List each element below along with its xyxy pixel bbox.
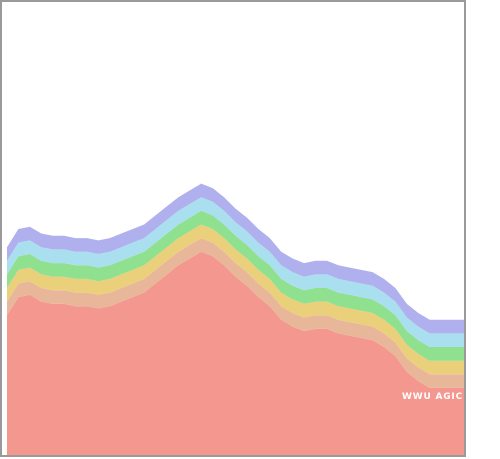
area-layer-2 <box>7 238 464 388</box>
area-layer-5 <box>7 197 464 347</box>
area-layer-4 <box>7 210 464 361</box>
area-layer-1 <box>7 251 464 456</box>
area-layers <box>7 183 464 456</box>
area-layer-6 <box>7 183 464 334</box>
plot-frame <box>0 0 466 457</box>
series-label: WWU AGIC <box>402 392 463 402</box>
area-layer-3 <box>7 224 464 375</box>
